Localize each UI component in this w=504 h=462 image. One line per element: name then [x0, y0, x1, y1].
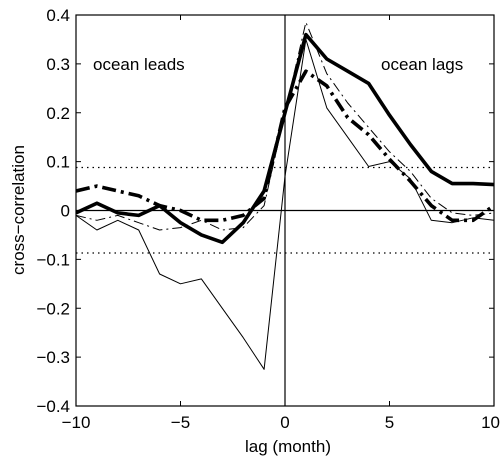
y-tick-label: 0.1: [46, 153, 70, 172]
y-tick-label: −0.1: [36, 250, 70, 269]
y-tick-label: −0.3: [36, 348, 70, 367]
y-tick-label: 0: [61, 202, 70, 221]
x-axis-ticks: −10 −5 0 5 10: [62, 15, 500, 432]
x-axis-label: lag (month): [245, 437, 331, 456]
series-line-dash-dot-thin: [76, 21, 494, 231]
x-tick-label: 0: [280, 413, 289, 432]
x-tick-label: −10: [62, 413, 91, 432]
series-lines: [76, 21, 494, 370]
y-tick-label: 0.2: [46, 104, 70, 123]
y-tick-label: 0.3: [46, 55, 70, 74]
x-tick-label: 10: [481, 413, 500, 432]
x-tick-label: 5: [385, 413, 394, 432]
annotation-ocean-leads: ocean leads: [93, 55, 185, 74]
y-tick-label: −0.4: [36, 397, 70, 416]
y-tick-label: 0.4: [46, 6, 70, 25]
y-axis-label: cross−correlation: [9, 145, 28, 275]
annotation-ocean-lags: ocean lags: [381, 55, 463, 74]
x-tick-label: −5: [171, 413, 190, 432]
series-line-solid-thin: [76, 38, 494, 370]
y-axis-ticks: −0.4 −0.3 −0.2 −0.1 0 0.1 0.2 0.3 0.4: [36, 6, 494, 416]
y-tick-label: −0.2: [36, 299, 70, 318]
